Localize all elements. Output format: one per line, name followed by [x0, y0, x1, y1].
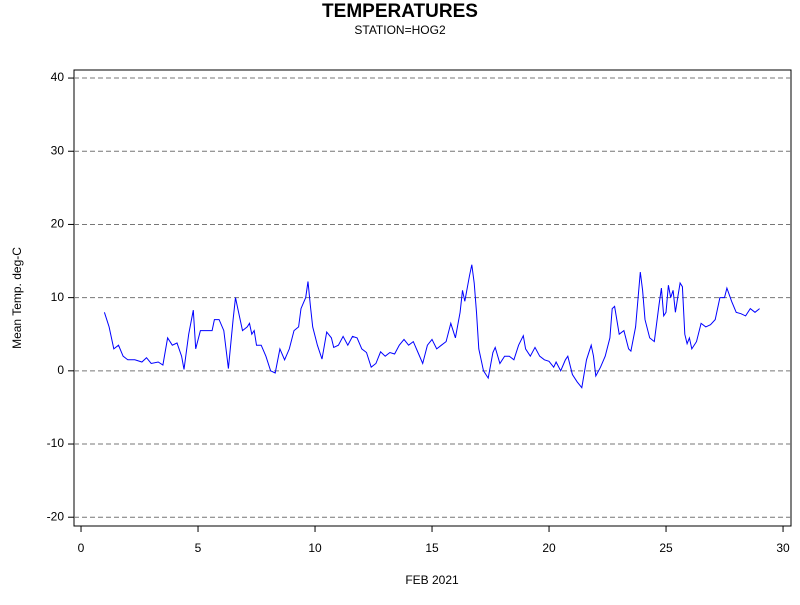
y-tick-label: 0: [57, 363, 64, 377]
chart-title: TEMPERATURES: [322, 1, 478, 22]
x-tick-label: 25: [659, 541, 673, 555]
chart-subtitle: STATION=HOG2: [354, 23, 446, 37]
y-tick-label: 40: [51, 70, 65, 84]
temperature-line: [103, 264, 760, 389]
y-tick-label: 10: [51, 290, 65, 304]
x-tick-label: 30: [776, 541, 790, 555]
x-tick-label: 15: [425, 541, 439, 555]
y-axis-label: Mean Temp. deg-C: [10, 247, 24, 349]
x-tick-label: 5: [195, 541, 202, 555]
x-tick-label: 0: [78, 541, 85, 555]
y-tick-label: 20: [51, 217, 65, 231]
x-tick-label: 20: [542, 541, 556, 555]
y-tick-label: 30: [51, 143, 65, 157]
x-axis-label: FEB 2021: [405, 573, 459, 587]
y-tick-label: -20: [47, 509, 65, 523]
y-tick-label: -10: [47, 436, 65, 450]
x-tick-label: 10: [308, 541, 322, 555]
